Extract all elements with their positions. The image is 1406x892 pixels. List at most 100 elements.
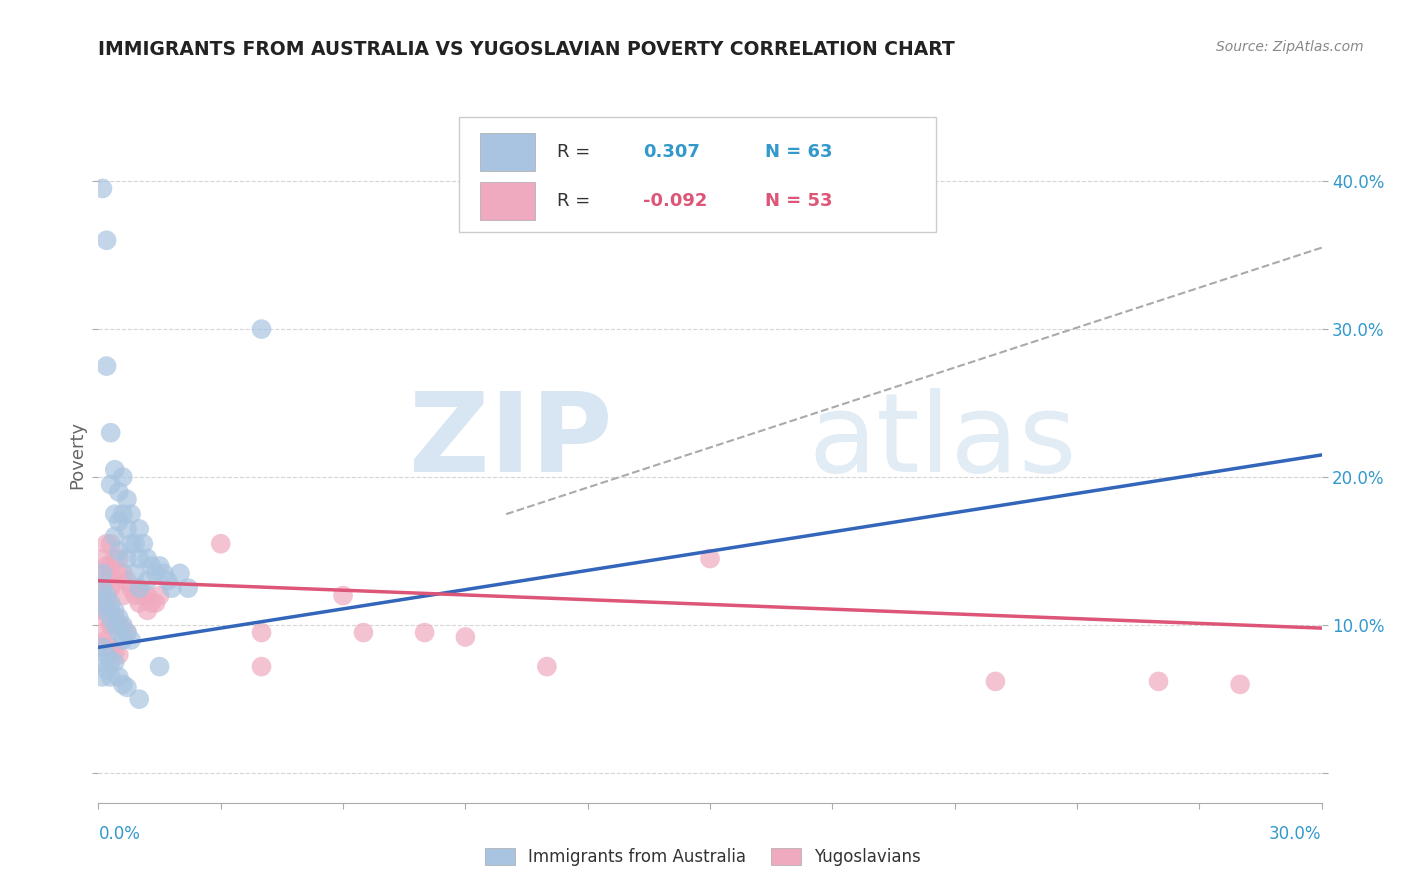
Point	[149, 659, 172, 673]
Point	[91, 589, 114, 603]
Point	[96, 359, 118, 373]
Point	[128, 581, 150, 595]
Point	[124, 566, 146, 581]
Point	[1147, 674, 1170, 689]
Point	[699, 551, 721, 566]
Point	[108, 611, 131, 625]
Point	[91, 181, 114, 195]
Point	[149, 558, 172, 573]
Text: N = 63: N = 63	[765, 144, 832, 161]
Point	[141, 596, 163, 610]
Point	[104, 618, 127, 632]
FancyBboxPatch shape	[460, 118, 936, 232]
Point	[111, 589, 134, 603]
Point	[108, 625, 131, 640]
Point	[111, 618, 134, 632]
Bar	[479, 182, 536, 220]
Point	[96, 537, 118, 551]
Point	[104, 574, 127, 588]
Point	[124, 537, 146, 551]
Point	[128, 581, 150, 595]
Point	[124, 589, 146, 603]
Point	[128, 551, 150, 566]
Point	[108, 544, 131, 558]
Text: R =: R =	[557, 144, 591, 161]
Point	[100, 477, 122, 491]
Point	[132, 589, 155, 603]
Point	[115, 551, 138, 566]
Point	[141, 558, 163, 573]
Point	[91, 551, 114, 566]
Point	[100, 425, 122, 440]
Point	[128, 522, 150, 536]
Point	[149, 589, 172, 603]
Point	[136, 589, 159, 603]
Point	[91, 655, 114, 669]
Point	[111, 507, 134, 521]
Point	[96, 596, 118, 610]
Point	[96, 611, 118, 625]
Point	[91, 566, 114, 581]
Text: 0.0%: 0.0%	[98, 825, 141, 843]
Point	[156, 574, 179, 588]
Point	[250, 322, 273, 336]
Point	[332, 589, 354, 603]
Point	[91, 581, 114, 595]
Point	[104, 551, 127, 566]
Point	[91, 640, 114, 655]
Text: ZIP: ZIP	[409, 387, 612, 494]
Point	[152, 566, 174, 581]
Point	[91, 640, 114, 655]
Point	[160, 581, 183, 595]
Point	[128, 596, 150, 610]
Point	[120, 632, 142, 647]
Point	[91, 670, 114, 684]
Point	[250, 625, 273, 640]
Point	[108, 484, 131, 499]
Point	[108, 648, 131, 662]
Point	[100, 581, 122, 595]
Point	[104, 463, 127, 477]
Point	[145, 566, 167, 581]
Point	[100, 655, 122, 669]
Point	[454, 630, 477, 644]
Point	[136, 603, 159, 617]
Point	[1229, 677, 1251, 691]
Point	[209, 537, 232, 551]
Point	[100, 537, 122, 551]
Point	[91, 603, 114, 617]
Text: N = 53: N = 53	[765, 192, 832, 210]
Point	[115, 574, 138, 588]
Point	[108, 551, 131, 566]
Point	[120, 507, 142, 521]
Point	[132, 537, 155, 551]
Point	[100, 603, 122, 617]
Point	[100, 596, 122, 610]
Point	[104, 645, 127, 659]
Text: -0.092: -0.092	[643, 192, 707, 210]
Point	[111, 677, 134, 691]
Point	[96, 558, 118, 573]
Point	[352, 625, 374, 640]
Point	[984, 674, 1007, 689]
Point	[104, 507, 127, 521]
Point	[536, 659, 558, 673]
Text: Source: ZipAtlas.com: Source: ZipAtlas.com	[1216, 40, 1364, 54]
Legend: Immigrants from Australia, Yugoslavians: Immigrants from Australia, Yugoslavians	[477, 840, 929, 875]
Point	[108, 618, 131, 632]
Point	[96, 233, 118, 247]
Point	[104, 611, 127, 625]
Text: atlas: atlas	[808, 387, 1077, 494]
Point	[111, 470, 134, 484]
Point	[108, 515, 131, 529]
Point	[104, 655, 127, 669]
Point	[108, 670, 131, 684]
Text: R =: R =	[557, 192, 591, 210]
Point	[413, 625, 436, 640]
Point	[111, 621, 134, 635]
Point	[96, 603, 118, 617]
Text: IMMIGRANTS FROM AUSTRALIA VS YUGOSLAVIAN POVERTY CORRELATION CHART: IMMIGRANTS FROM AUSTRALIA VS YUGOSLAVIAN…	[98, 40, 955, 59]
Point	[91, 566, 114, 581]
Point	[100, 618, 122, 632]
Point	[100, 640, 122, 655]
